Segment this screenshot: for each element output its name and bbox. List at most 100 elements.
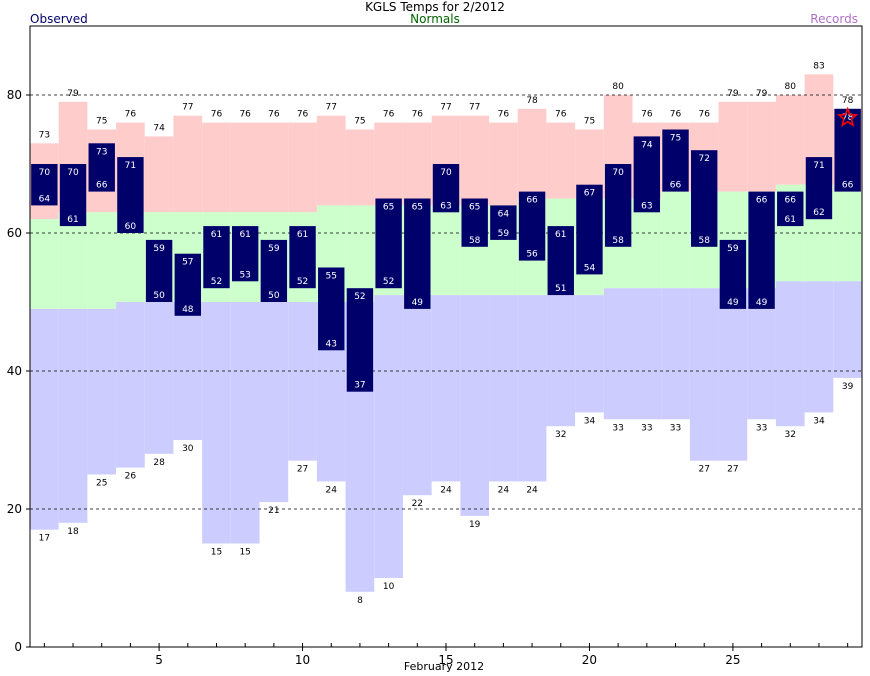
record-low-label: 8 <box>357 596 363 606</box>
observed-high-label: 78 <box>842 113 854 123</box>
record-high-band <box>259 122 289 213</box>
observed-low-label: 54 <box>584 263 596 273</box>
observed-low-label: 61 <box>785 215 796 225</box>
observed-high-label: 66 <box>526 196 538 206</box>
observed-bar <box>432 164 460 213</box>
observed-high-label: 66 <box>785 196 797 206</box>
record-high-label: 79 <box>67 89 79 99</box>
record-high-label: 77 <box>440 103 451 113</box>
record-low-band <box>87 308 117 475</box>
observed-high-label: 71 <box>125 161 136 171</box>
record-low-label: 26 <box>125 472 137 482</box>
record-high-label: 79 <box>756 89 768 99</box>
record-low-band <box>517 295 547 482</box>
record-low-label: 30 <box>182 444 194 454</box>
observed-low-label: 66 <box>670 181 682 191</box>
observed-bar <box>117 157 144 233</box>
legend-normals: Normals <box>410 12 460 26</box>
observed-bar <box>719 239 747 309</box>
observed-high-label: 64 <box>498 209 510 219</box>
x-axis-label: February 2012 <box>403 660 485 673</box>
record-low-band <box>431 295 461 482</box>
record-high-label: 78 <box>842 96 854 106</box>
observed-high-label: 70 <box>612 168 624 178</box>
observed-bar <box>490 205 517 240</box>
record-high-band <box>144 136 174 213</box>
record-low-label: 24 <box>498 485 510 495</box>
observed-low-label: 48 <box>182 305 194 315</box>
observed-bar <box>748 191 775 309</box>
observed-high-label: 61 <box>211 230 222 240</box>
record-low-band <box>833 281 862 378</box>
record-low-band <box>632 288 662 420</box>
observed-bar <box>691 150 718 247</box>
normal-range-band <box>58 212 88 309</box>
normal-range-band <box>87 212 117 309</box>
record-high-label: 83 <box>813 61 824 71</box>
observed-bar <box>805 157 833 220</box>
observed-low-label: 66 <box>842 181 854 191</box>
observed-bar <box>260 239 288 302</box>
record-low-band <box>661 288 690 420</box>
record-low-label: 19 <box>469 520 481 530</box>
observed-bar <box>576 184 603 275</box>
record-low-label: 21 <box>268 506 279 516</box>
x-tick-label: 10 <box>295 653 310 667</box>
observed-low-label: 58 <box>469 236 481 246</box>
record-low-band <box>230 302 260 544</box>
record-high-label: 77 <box>182 103 193 113</box>
record-low-band <box>58 308 88 523</box>
observed-high-label: 61 <box>239 230 250 240</box>
record-high-label: 80 <box>785 82 797 92</box>
observed-low-label: 50 <box>153 291 165 301</box>
observed-bar <box>59 164 87 227</box>
observed-high-label: 70 <box>440 168 452 178</box>
observed-high-label: 57 <box>182 258 193 268</box>
legend-records: Records <box>810 12 858 26</box>
observed-low-label: 58 <box>612 236 624 246</box>
record-high-label: 76 <box>268 110 280 120</box>
observed-high-label: 65 <box>383 203 394 213</box>
record-low-band <box>718 288 748 461</box>
observed-high-label: 59 <box>153 244 165 254</box>
normal-range-band <box>345 205 375 302</box>
record-low-label: 22 <box>412 499 423 509</box>
record-high-band <box>316 115 346 206</box>
observed-low-label: 49 <box>756 298 768 308</box>
record-high-label: 76 <box>641 110 653 120</box>
observed-high-label: 65 <box>469 203 480 213</box>
observed-low-label: 64 <box>39 194 51 204</box>
record-low-label: 33 <box>756 423 767 433</box>
observed-low-label: 56 <box>526 250 538 260</box>
observed-bar <box>404 198 431 309</box>
x-tick-label: 20 <box>582 653 597 667</box>
observed-high-label: 70 <box>67 168 79 178</box>
record-low-label: 34 <box>813 416 825 426</box>
observed-high-label: 71 <box>813 161 824 171</box>
observed-high-label: 55 <box>326 272 337 282</box>
record-high-label: 78 <box>526 96 538 106</box>
record-low-label: 24 <box>326 485 338 495</box>
record-high-band <box>718 101 748 192</box>
record-high-band <box>517 108 547 199</box>
y-tick-label: 60 <box>7 226 22 240</box>
record-low-label: 27 <box>727 465 738 475</box>
observed-low-label: 49 <box>412 298 424 308</box>
observed-bar <box>604 164 632 247</box>
record-high-label: 76 <box>498 110 510 120</box>
normal-range-band <box>30 219 59 309</box>
record-high-label: 74 <box>153 123 165 133</box>
record-low-label: 24 <box>440 485 452 495</box>
y-tick-label: 80 <box>7 88 22 102</box>
observed-bar <box>174 253 201 316</box>
normal-range-band <box>632 198 662 289</box>
observed-high-label: 73 <box>96 147 107 157</box>
normal-range-band <box>661 191 690 289</box>
observed-low-label: 52 <box>297 277 308 287</box>
observed-low-label: 58 <box>698 236 710 246</box>
chart-title: KGLS Temps for 2/2012 <box>365 0 505 14</box>
record-low-label: 24 <box>526 485 538 495</box>
record-low-label: 28 <box>153 458 165 468</box>
observed-low-label: 61 <box>67 215 78 225</box>
